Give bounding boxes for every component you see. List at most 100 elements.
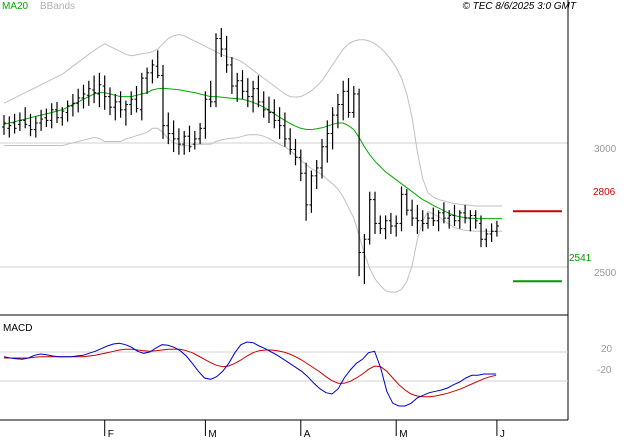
ohlc-bar xyxy=(314,160,319,190)
macd-lines xyxy=(3,341,497,407)
ohlc-bar xyxy=(28,113,33,137)
resistance-label: 2806 xyxy=(593,187,616,198)
ohlc-bar xyxy=(415,204,420,234)
ohlc-bar xyxy=(214,33,218,108)
ohlc-bar xyxy=(129,91,134,116)
ohlc-bar xyxy=(463,204,468,224)
ohlc-bar xyxy=(373,191,377,234)
ohlc-bar xyxy=(304,162,309,221)
ohlc-bar xyxy=(60,107,65,126)
ohlc-bar xyxy=(192,130,197,150)
ohlc-bar xyxy=(229,56,234,94)
macd-line xyxy=(3,341,497,407)
macd-tick-20: 20 xyxy=(601,344,613,355)
ohlc-bar xyxy=(489,223,494,242)
ohlc-bar xyxy=(76,88,81,113)
ohlc-bar xyxy=(251,80,256,113)
ohlc-bar xyxy=(420,210,425,232)
ohlc-bar xyxy=(39,109,44,131)
ohlc-bar xyxy=(235,72,240,102)
ohlc-bar xyxy=(457,210,462,229)
ohlc-bar xyxy=(320,138,324,179)
bb-upper-line xyxy=(3,33,503,207)
ohlc-bar xyxy=(118,91,123,118)
ohlc-bar xyxy=(150,59,155,84)
ohlc-bar xyxy=(65,100,70,122)
ohlc-bar xyxy=(182,130,187,155)
x-tick-label: M xyxy=(399,429,407,440)
ohlc-bar xyxy=(452,204,457,227)
ohlc-bar xyxy=(277,107,282,139)
ohlc-bar xyxy=(2,115,6,135)
ohlc-bar xyxy=(479,215,483,248)
ohlc-bar xyxy=(224,35,229,73)
x-tick-label: F xyxy=(108,429,114,440)
ohlc-bar xyxy=(44,108,49,127)
ohlc-bar xyxy=(81,84,86,109)
ohlc-bar xyxy=(431,207,436,227)
ohlc-bar xyxy=(367,191,372,245)
bbands-legend-label: BBands xyxy=(40,1,75,12)
bollinger-bands xyxy=(3,33,503,293)
ohlc-bar xyxy=(383,215,388,240)
ohlc-bar xyxy=(436,210,441,232)
ohlc-bar xyxy=(267,96,271,124)
bb-lower-line xyxy=(4,127,503,293)
ohlc-bar xyxy=(410,199,415,227)
ohlc-bar xyxy=(341,80,346,121)
copyright-label: © TEC 8/6/2025 3:0 GMT xyxy=(462,1,576,12)
ohlc-bar xyxy=(49,103,54,129)
support-resistance-levels xyxy=(513,210,562,283)
ohlc-bar xyxy=(245,78,250,108)
x-tick-label: A xyxy=(304,429,311,440)
ohlc-bar xyxy=(346,78,351,118)
macd-title: MACD xyxy=(3,323,32,334)
ohlc-bar xyxy=(256,75,261,108)
ohlc-bar xyxy=(468,210,473,232)
ohlc-bar xyxy=(92,75,97,104)
ohlc-bar xyxy=(494,220,499,237)
ohlc-bar xyxy=(394,215,399,237)
ohlc-bar xyxy=(282,112,287,147)
ohlc-bar xyxy=(7,116,12,138)
ohlc-bar xyxy=(187,125,192,153)
ohlc-bar xyxy=(378,215,383,234)
price-panel xyxy=(0,27,568,293)
y-tick-3000: 3000 xyxy=(594,144,617,155)
ohlc-bar xyxy=(298,149,303,182)
ohlc-bar xyxy=(198,123,203,145)
ohlc-bar xyxy=(17,112,22,131)
ohlc-bar xyxy=(484,228,489,248)
ohlc-bar xyxy=(293,138,298,166)
ohlc-bar xyxy=(161,64,165,139)
ohlc-bar xyxy=(108,87,112,116)
ohlc-bar xyxy=(55,101,59,124)
ohlc-bar xyxy=(357,88,362,277)
ohlc-bar xyxy=(134,86,139,113)
macd-tick-minus20: -20 xyxy=(597,365,612,376)
ohlc-bar xyxy=(12,113,17,134)
ohlc-bar xyxy=(113,93,118,121)
ohlc-bar xyxy=(362,233,367,285)
ohlc-bar xyxy=(325,120,330,163)
ohlc-bar xyxy=(441,202,446,224)
ohlc-bar xyxy=(351,86,356,118)
ohlc-bar xyxy=(388,212,393,234)
ohlc-bar xyxy=(171,120,176,153)
ohlc-bar xyxy=(102,75,107,110)
macd-signal-line xyxy=(4,348,497,398)
ohlc-bar xyxy=(272,99,277,129)
ohlc-bar xyxy=(473,210,478,229)
ohlc-bar xyxy=(139,72,144,121)
ohlc-bar xyxy=(404,189,409,216)
ohlc-bar xyxy=(309,170,314,213)
ohlc-bar xyxy=(33,116,38,138)
ohlc-bar xyxy=(70,93,75,117)
support-label: 2541 xyxy=(569,253,592,264)
ohlc-bar xyxy=(288,128,293,155)
ohlc-bar xyxy=(399,186,404,232)
x-tick-label: J xyxy=(500,429,505,440)
ohlc-bar xyxy=(240,70,245,100)
